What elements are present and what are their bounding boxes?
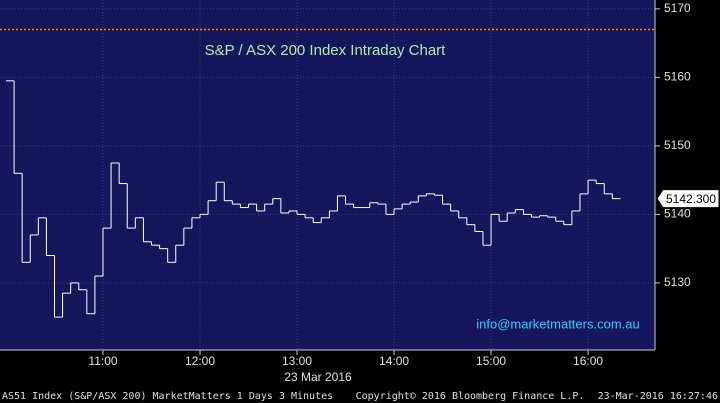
- chart-title: S&P / ASX 200 Index Intraday Chart: [205, 42, 447, 59]
- y-tick-label: 5140: [664, 207, 691, 221]
- last-value-box: [656, 189, 720, 209]
- y-tick-label: 5170: [664, 1, 691, 15]
- footer-right: 23-Mar-2016 16:27:46: [598, 391, 718, 402]
- x-tick-label: 13:00: [282, 354, 312, 368]
- watermark: info@marketmatters.com.au: [476, 316, 639, 331]
- x-axis-label: 23 Mar 2016: [284, 370, 352, 384]
- last-value-label: 5142.300: [666, 192, 716, 206]
- y-tick-label: 5130: [664, 275, 691, 289]
- plot-area: [0, 0, 655, 350]
- x-tick-label: 11:00: [88, 354, 117, 368]
- x-tick-label: 12:00: [185, 354, 215, 368]
- x-tick-label: 14:00: [379, 354, 409, 368]
- y-tick-label: 5160: [664, 70, 691, 84]
- x-tick-label: 15:00: [476, 354, 506, 368]
- footer-center: Copyright© 2016 Bloomberg Finance L.P.: [356, 391, 585, 402]
- grid: [0, 0, 655, 350]
- x-tick-label: 16:00: [573, 354, 603, 368]
- footer-left: AS51 Index (S&P/ASX 200) MarketMatters 1…: [2, 391, 333, 402]
- marks: [0, 28, 655, 318]
- y-tick-label: 5150: [664, 138, 691, 152]
